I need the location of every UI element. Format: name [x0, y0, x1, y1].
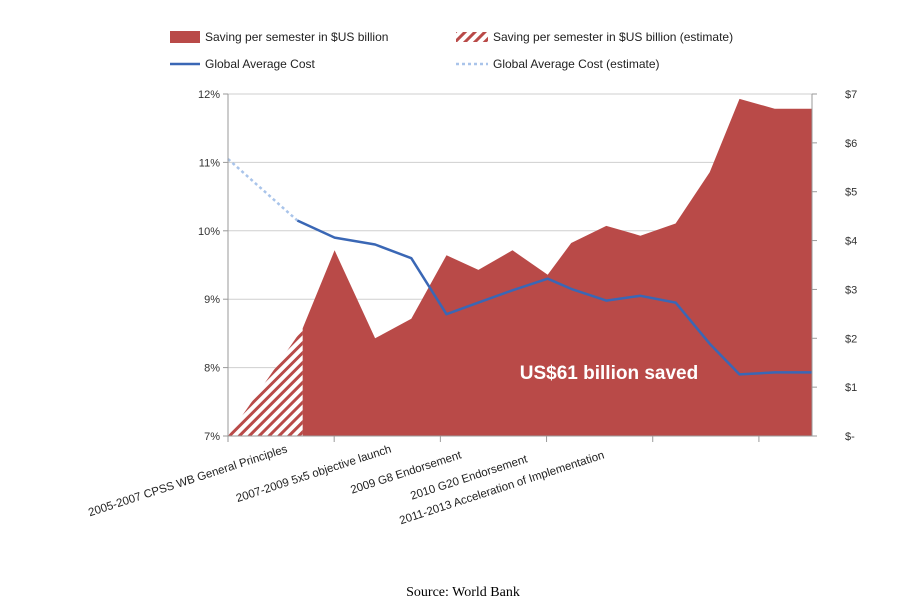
legend: Saving per semester in $US billion Saving… — [170, 30, 733, 71]
category-label: 2005-2007 CPSS WB General Principles — [87, 443, 289, 519]
right-tick-label: $6 — [845, 138, 857, 150]
legend-swatch-savings — [170, 31, 200, 43]
legend-swatch-savings-estimate — [456, 32, 488, 42]
legend-label: Global Average Cost (estimate) — [493, 57, 660, 71]
cost-estimate-line — [227, 158, 299, 222]
savings-area — [302, 98, 812, 437]
left-tick-label: 7% — [204, 431, 220, 443]
annotation-saved: US$61 billion saved — [520, 363, 698, 384]
right-tick-label: $- — [845, 431, 855, 443]
cost-line — [296, 219, 812, 376]
right-tick-label: $5 — [845, 187, 857, 199]
right-tick-label: $3 — [845, 284, 857, 296]
legend-label: Saving per semester in $US billion (esti… — [493, 30, 733, 44]
left-tick-label: 8% — [204, 363, 220, 375]
left-tick-label: 11% — [199, 157, 220, 169]
left-tick-label: 12% — [198, 89, 220, 101]
legend-label: Saving per semester in $US billion — [205, 30, 388, 44]
left-tick-label: 10% — [198, 226, 220, 238]
series-layer — [227, 98, 812, 437]
right-tick-label: $7 — [845, 89, 857, 101]
left-tick-label: 9% — [204, 294, 220, 306]
right-tick-label: $4 — [845, 236, 857, 248]
right-tick-label: $1 — [845, 382, 857, 394]
savings-estimate-area — [228, 328, 303, 436]
legend-label: Global Average Cost — [205, 57, 316, 71]
source-caption: Source: World Bank — [406, 585, 520, 600]
right-tick-label: $2 — [845, 333, 857, 345]
